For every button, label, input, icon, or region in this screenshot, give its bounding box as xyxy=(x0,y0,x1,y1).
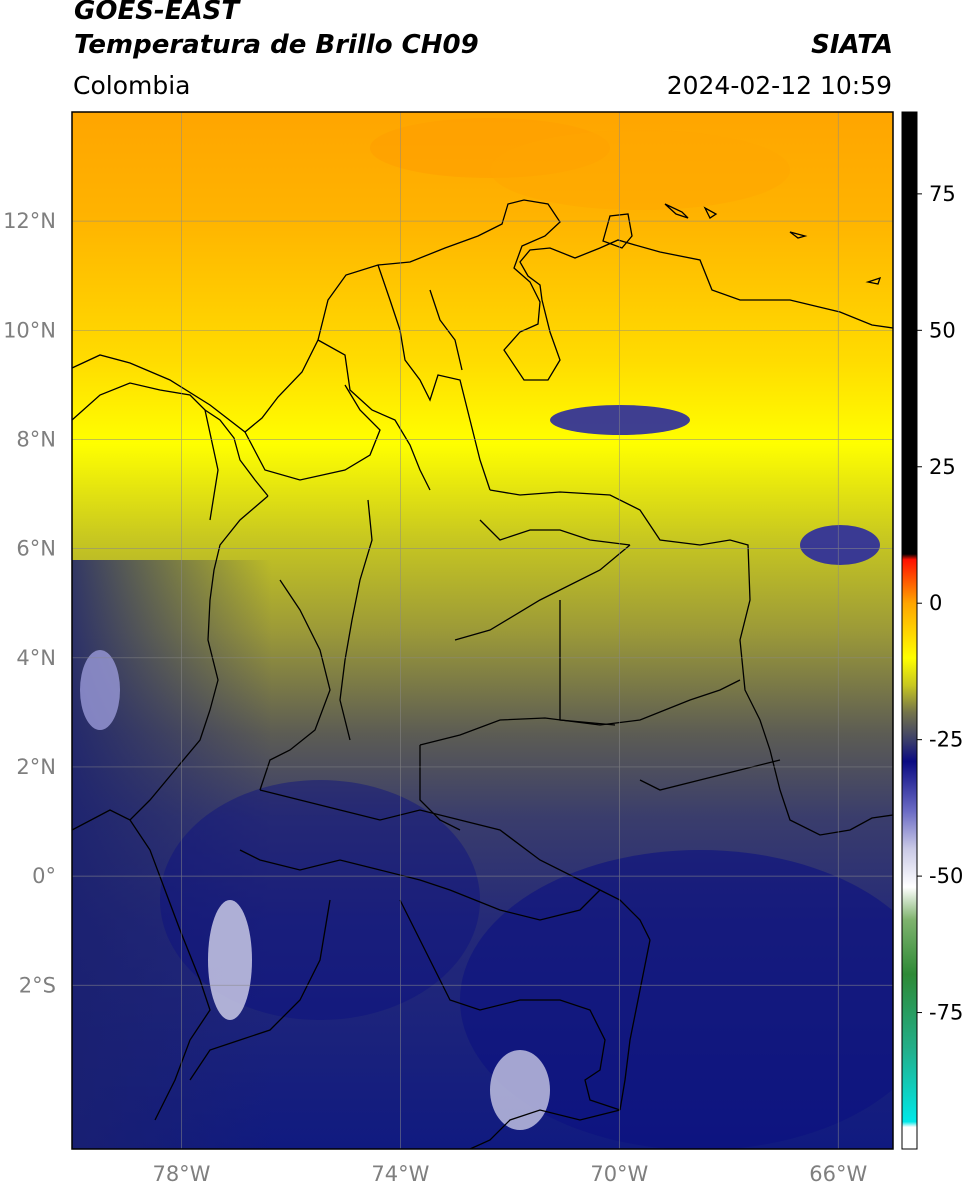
longitude-axis: 78°W 74°W 70°W 66°W xyxy=(152,1162,867,1186)
colorbar-frame xyxy=(901,111,918,1150)
lon-tick-label: 66°W xyxy=(809,1162,867,1186)
timestamp-label: 2024-02-12 10:59 xyxy=(666,71,892,100)
colorbar-tick-label: -75 xyxy=(929,1001,963,1025)
colorbar-tick-label: -25 xyxy=(929,728,963,752)
brightness-field xyxy=(72,112,893,1149)
colorbar-bar xyxy=(902,112,917,1149)
lat-tick-label: 4°N xyxy=(16,646,56,670)
product-title: Temperatura de Brillo CH09 xyxy=(74,30,479,60)
lat-tick-label: 2°S xyxy=(19,973,56,997)
lat-tick-label: 6°N xyxy=(16,537,56,561)
lat-tick-label: 2°N xyxy=(16,755,56,779)
lat-tick-label: 8°N xyxy=(16,427,56,451)
colorbar-tick-label: 25 xyxy=(929,455,956,479)
lon-tick-label: 78°W xyxy=(152,1162,210,1186)
satellite-title: GOES-EAST xyxy=(74,0,240,26)
colorbar: 75 50 25 0 -25 -50 -75 xyxy=(901,111,963,1150)
region-label: Colombia xyxy=(73,71,191,100)
latitude-axis: 12°N 10°N 8°N 6°N 4°N 2°N 0° 2°S xyxy=(3,209,56,997)
lat-tick-label: 10°N xyxy=(3,318,56,342)
colorbar-ticks: 75 50 25 0 -25 -50 -75 xyxy=(917,182,963,1025)
gridlines xyxy=(72,112,893,1149)
lat-tick-label: 0° xyxy=(32,864,56,888)
colorbar-tick-label: 75 xyxy=(929,182,956,206)
map-frame xyxy=(71,111,894,1150)
lon-tick-label: 74°W xyxy=(371,1162,429,1186)
colorbar-tick-label: 50 xyxy=(929,318,956,342)
lat-tick-label: 12°N xyxy=(3,209,56,233)
colorbar-tick-label: -50 xyxy=(929,864,963,888)
colorbar-tick-label: 0 xyxy=(929,591,942,615)
lon-tick-label: 70°W xyxy=(590,1162,648,1186)
brand-label: SIATA xyxy=(811,30,893,60)
